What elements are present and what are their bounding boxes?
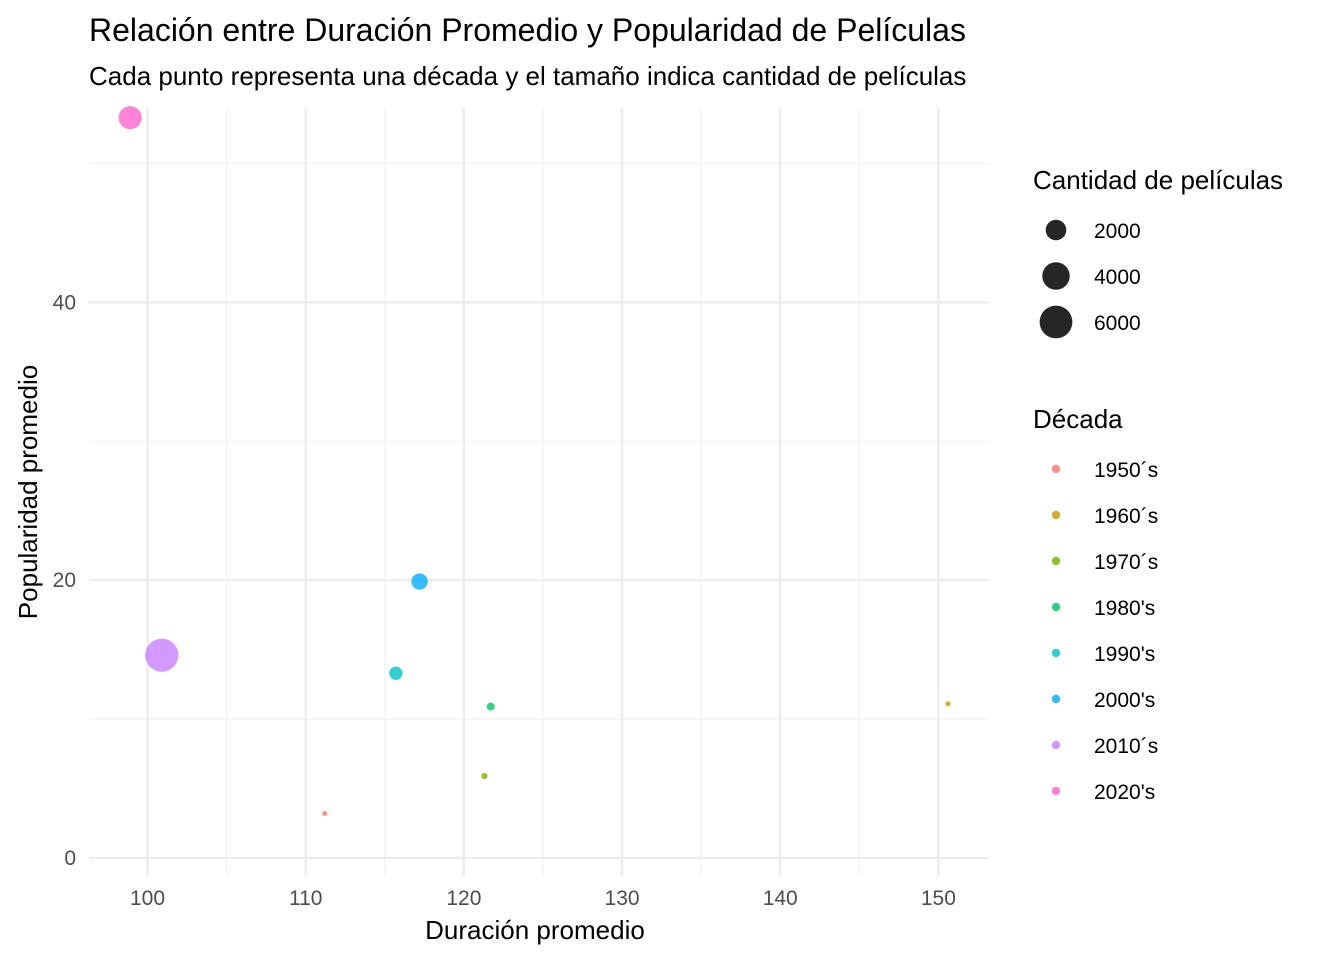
color-legend-items: 1950´s 1960´s 1970´s 1980's 1990's 2000's 2010… [1051, 459, 1158, 804]
data-point-1970s [481, 772, 488, 780]
grid-lines [89, 108, 989, 876]
size-legend-symbol [1039, 305, 1073, 339]
size-legend-label: 2000 [1094, 220, 1141, 243]
size-legend-symbol [1042, 262, 1070, 290]
data-point-2020s [118, 106, 142, 130]
data-point-2000s [411, 573, 428, 590]
size-legend-title: Cantidad de películas [1033, 165, 1283, 195]
y-axis-ticks: 0 20 40 [53, 291, 76, 870]
data-point-1960s [945, 701, 951, 707]
data-point-2010s [145, 638, 179, 672]
y-tick-label: 0 [64, 847, 76, 870]
color-legend-label: 1970´s [1094, 551, 1158, 574]
size-legend-label: 6000 [1094, 312, 1141, 335]
size-legend-symbol [1045, 219, 1067, 241]
color-legend-label: 1990's [1094, 643, 1155, 666]
color-legend-label: 1980's [1094, 597, 1155, 620]
x-tick-label: 130 [605, 887, 640, 910]
color-legend-symbol [1051, 556, 1061, 566]
x-tick-label: 120 [446, 887, 481, 910]
x-tick-label: 140 [763, 887, 798, 910]
data-point-1980s [486, 702, 495, 711]
chart-subtitle: Cada punto representa una década y el ta… [89, 61, 966, 91]
size-legend: Cantidad de películas 2000 4000 6000 [1033, 165, 1283, 339]
x-axis-title: Duración promedio [425, 915, 645, 945]
color-legend: Década 1950´s 1960´s 1970´s 1980's 1990's 200… [1033, 404, 1158, 804]
color-legend-label: 2010´s [1094, 735, 1158, 758]
y-tick-label: 20 [53, 569, 76, 592]
color-legend-symbol [1051, 786, 1061, 796]
x-tick-label: 150 [921, 887, 956, 910]
color-legend-symbol [1051, 602, 1061, 612]
y-axis-title: Popularidad promedio [13, 365, 43, 619]
size-legend-items: 2000 4000 6000 [1039, 219, 1141, 339]
color-legend-symbol [1051, 694, 1061, 704]
data-points [118, 106, 951, 817]
color-legend-label: 2000's [1094, 689, 1155, 712]
size-legend-label: 4000 [1094, 266, 1141, 289]
color-legend-symbol [1051, 464, 1061, 474]
color-legend-symbol [1051, 740, 1061, 750]
color-legend-label: 2020's [1094, 781, 1155, 804]
x-tick-label: 110 [289, 887, 322, 910]
color-legend-label: 1950´s [1094, 459, 1158, 482]
data-point-1950s [322, 811, 328, 817]
data-point-1990s [389, 666, 403, 680]
color-legend-title: Década [1033, 404, 1123, 434]
color-legend-label: 1960´s [1094, 505, 1158, 528]
color-legend-symbol [1051, 648, 1061, 658]
x-axis-ticks: 100 110 120 130 140 150 [130, 887, 956, 910]
chart-title: Relación entre Duración Promedio y Popul… [89, 12, 966, 48]
color-legend-symbol [1051, 510, 1061, 520]
y-tick-label: 40 [53, 291, 76, 314]
x-tick-label: 100 [130, 887, 165, 910]
